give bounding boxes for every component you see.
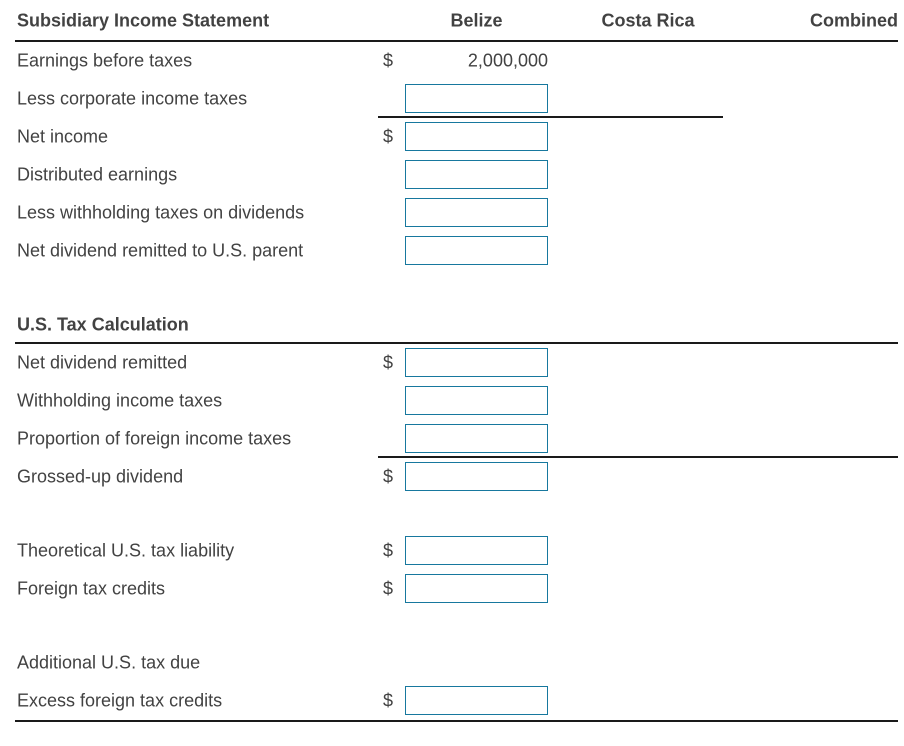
dollar-sign: $ [383,466,394,487]
column-header-costa-rica: Costa Rica [601,10,695,31]
section-header-u-s-tax-calculation: U.S. Tax Calculation [0,306,904,344]
row-label: Grossed-up dividend [17,466,184,487]
table-row-earnings-before-taxes: Earnings before taxes $2,000,000 [0,42,904,80]
table-row-theoretical-u-s-tax-liability: Theoretical U.S. tax liability $ [0,532,904,570]
worksheet-title: Subsidiary Income Statement [17,10,270,31]
column-header-belize: Belize [450,10,503,31]
row-label: Net dividend remitted to U.S. parent [17,240,304,261]
amount-input-less-corporate-income-taxes[interactable] [405,84,548,113]
row-label: Theoretical U.S. tax liability [17,540,235,561]
table-header-row: Subsidiary Income Statement Belize Costa… [0,0,904,42]
row-label: Additional U.S. tax due [17,652,201,673]
table-row-proportion-of-foreign-income-taxes: Proportion of foreign income taxes [0,420,904,458]
table-row-foreign-tax-credits: Foreign tax credits $ [0,570,904,608]
row-label: Less withholding taxes on dividends [17,202,305,223]
table-row-distributed-earnings: Distributed earnings [0,156,904,194]
worksheet-rows: Earnings before taxes $2,000,000 Less corp… [0,42,904,722]
spacer [0,270,904,306]
dollar-sign: $ [383,540,394,561]
amount-input-net-dividend-remitted-to-u-s-parent[interactable] [405,236,548,265]
section-rule [15,342,898,344]
amount-input-theoretical-u-s-tax-liability[interactable] [405,536,548,565]
row-label: Withholding income taxes [17,390,223,411]
row-label: Earnings before taxes [17,50,193,71]
subsidiary-income-worksheet: Subsidiary Income Statement Belize Costa… [0,0,904,722]
table-row-less-corporate-income-taxes: Less corporate income taxes [0,80,904,118]
row-label: Net dividend remitted [17,352,188,373]
spacer [0,608,904,644]
table-row-net-income: Net income $ [0,118,904,156]
row-label: Net income [17,126,109,147]
amount-input-net-dividend-remitted[interactable] [405,348,548,377]
table-row-net-dividend-remitted-to-u-s-parent: Net dividend remitted to U.S. parent [0,232,904,270]
row-label: Proportion of foreign income taxes [17,428,292,449]
table-row-net-dividend-remitted: Net dividend remitted $ [0,344,904,382]
amount-input-net-income[interactable] [405,122,548,151]
amount-input-withholding-income-taxes[interactable] [405,386,548,415]
dollar-sign: $ [383,578,394,599]
amount-input-grossed-up-dividend[interactable] [405,462,548,491]
table-row-excess-foreign-tax-credits: Excess foreign tax credits $ [0,682,904,720]
amount-input-excess-foreign-tax-credits[interactable] [405,686,548,715]
row-label: Distributed earnings [17,164,178,185]
cell-value: 2,000,000 [467,50,548,71]
table-row-less-withholding-taxes-on-dividends: Less withholding taxes on dividends [0,194,904,232]
sum-line [378,116,723,118]
column-header-combined: Combined [810,10,898,31]
table-row-grossed-up-dividend: Grossed-up dividend $ [0,458,904,496]
dollar-sign: $ [383,690,394,711]
spacer [0,496,904,532]
row-label: Excess foreign tax credits [17,690,223,711]
section-title: U.S. Tax Calculation [17,314,189,335]
amount-input-proportion-of-foreign-income-taxes[interactable] [405,424,548,453]
amount-input-foreign-tax-credits[interactable] [405,574,548,603]
bottom-rule [15,720,898,722]
dollar-sign: $ [383,126,394,147]
table-row-additional-u-s-tax-due: Additional U.S. tax due [0,644,904,682]
row-label: Less corporate income taxes [17,88,248,109]
row-label: Foreign tax credits [17,578,166,599]
dollar-sign: $ [383,50,394,71]
amount-input-less-withholding-taxes-on-dividends[interactable] [405,198,548,227]
amount-input-distributed-earnings[interactable] [405,160,548,189]
dollar-sign: $ [383,352,394,373]
sum-line [378,456,898,458]
header-rule [15,40,898,42]
table-row-withholding-income-taxes: Withholding income taxes [0,382,904,420]
